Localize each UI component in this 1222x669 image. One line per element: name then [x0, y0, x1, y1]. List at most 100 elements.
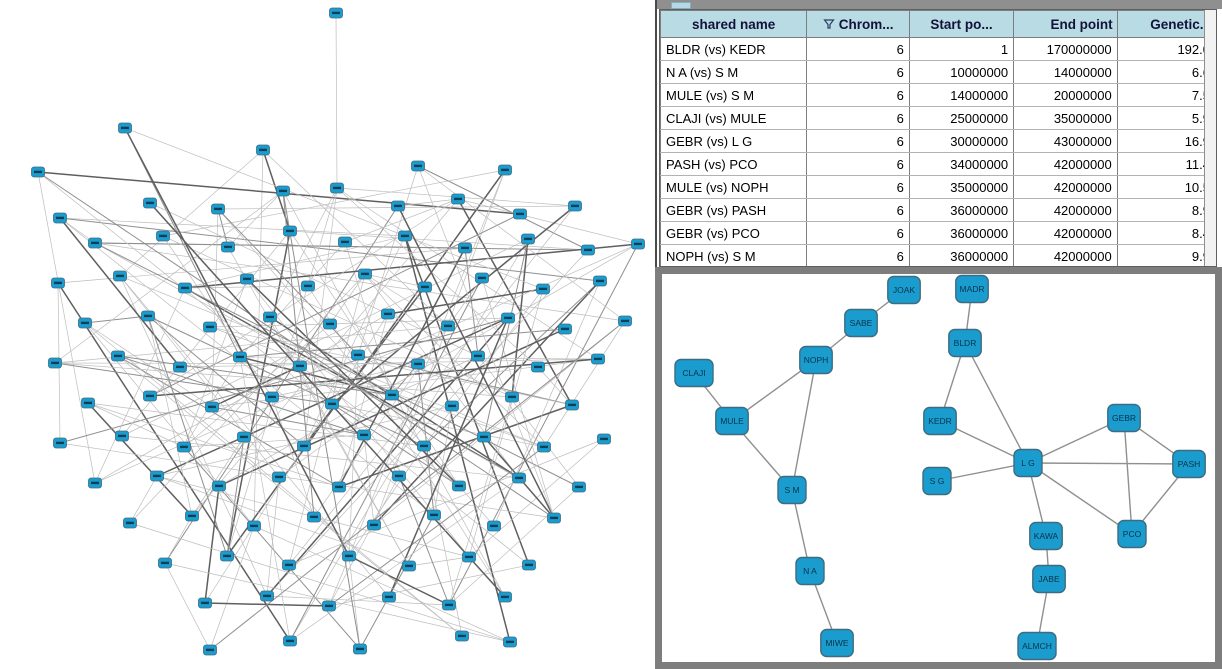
- table-cell[interactable]: 35000000: [908, 175, 1015, 199]
- node-kawa[interactable]: KAWA: [1029, 521, 1063, 551]
- network-node[interactable]: [265, 391, 279, 403]
- network-node[interactable]: [568, 200, 582, 212]
- column-header-3[interactable]: End point: [1013, 10, 1118, 38]
- network-node[interactable]: [113, 270, 127, 282]
- network-node[interactable]: [411, 358, 425, 370]
- network-node[interactable]: [358, 268, 372, 280]
- table-cell[interactable]: MULE (vs) NOPH: [660, 175, 808, 199]
- network-node[interactable]: [141, 310, 155, 322]
- network-node[interactable]: [322, 600, 336, 612]
- network-node[interactable]: [458, 242, 472, 254]
- node-gebr[interactable]: GEBR: [1107, 403, 1141, 433]
- network-node[interactable]: [143, 197, 157, 209]
- network-node[interactable]: [445, 400, 459, 412]
- network-node[interactable]: [338, 236, 352, 248]
- table-cell[interactable]: 6: [806, 83, 910, 107]
- network-node[interactable]: [156, 230, 170, 242]
- network-node[interactable]: [631, 238, 645, 250]
- network-node[interactable]: [547, 512, 561, 524]
- network-node[interactable]: [81, 397, 95, 409]
- table-cell[interactable]: 10.5: [1116, 175, 1216, 199]
- network-node[interactable]: [150, 470, 164, 482]
- network-node[interactable]: [441, 320, 455, 332]
- table-cell[interactable]: 6: [806, 244, 910, 266]
- filter-funnel-icon[interactable]: [822, 18, 835, 30]
- table-row[interactable]: CLAJI (vs) MULE 6 25000000 35000000 5.9: [660, 106, 1216, 130]
- network-node[interactable]: [418, 281, 432, 293]
- network-node[interactable]: [455, 630, 469, 642]
- network-node[interactable]: [471, 350, 485, 362]
- network-node[interactable]: [78, 317, 92, 329]
- network-node[interactable]: [597, 433, 611, 445]
- table-row[interactable]: MULE (vs) S M 6 14000000 20000000 7.5: [660, 83, 1216, 107]
- network-node[interactable]: [498, 164, 512, 176]
- table-cell[interactable]: 14000000: [1013, 60, 1118, 84]
- node-noph[interactable]: NOPH: [799, 345, 833, 375]
- network-node[interactable]: [88, 477, 102, 489]
- table-cell[interactable]: 36000000: [908, 244, 1015, 266]
- node-mule[interactable]: MULE: [715, 406, 749, 436]
- network-node[interactable]: [398, 230, 412, 242]
- network-node[interactable]: [31, 166, 45, 178]
- node-n-a[interactable]: N A: [795, 556, 825, 586]
- network-node[interactable]: [158, 557, 172, 569]
- table-cell[interactable]: 42000000: [1013, 221, 1118, 245]
- network-node[interactable]: [256, 144, 270, 156]
- network-node[interactable]: [427, 509, 441, 521]
- table-cell[interactable]: 6: [806, 175, 910, 199]
- network-node[interactable]: [198, 597, 212, 609]
- network-node[interactable]: [276, 185, 290, 197]
- network-node[interactable]: [220, 550, 234, 562]
- network-edge[interactable]: [1027, 462, 1190, 465]
- table-cell[interactable]: 36000000: [908, 198, 1015, 222]
- network-node[interactable]: [173, 361, 187, 373]
- table-cell[interactable]: BLDR (vs) KEDR: [660, 37, 808, 61]
- network-node[interactable]: [593, 275, 607, 287]
- network-node[interactable]: [332, 481, 346, 493]
- network-node[interactable]: [203, 644, 217, 656]
- column-header-0[interactable]: shared name: [660, 10, 808, 38]
- node-pash[interactable]: PASH: [1172, 449, 1206, 479]
- network-node[interactable]: [402, 560, 416, 572]
- table-cell[interactable]: 6: [806, 198, 910, 222]
- table-cell[interactable]: 11.4: [1116, 152, 1216, 176]
- network-node[interactable]: [351, 349, 365, 361]
- node-joak[interactable]: JOAK: [887, 275, 921, 305]
- network-node[interactable]: [307, 511, 321, 523]
- network-node[interactable]: [357, 429, 371, 441]
- table-cell[interactable]: 192.0: [1116, 37, 1216, 61]
- network-node[interactable]: [53, 212, 67, 224]
- node-claji[interactable]: CLAJI: [674, 358, 714, 388]
- table-cell[interactable]: 35000000: [1013, 106, 1118, 130]
- table-cell[interactable]: N A (vs) S M: [660, 60, 808, 84]
- network-edge[interactable]: [1027, 462, 1133, 535]
- network-node[interactable]: [211, 203, 225, 215]
- network-node[interactable]: [381, 308, 395, 320]
- table-cell[interactable]: 42000000: [1013, 175, 1118, 199]
- network-node[interactable]: [221, 241, 235, 253]
- table-cell[interactable]: 6: [806, 221, 910, 245]
- table-row[interactable]: GEBR (vs) PCO 6 36000000 42000000 8.4: [660, 221, 1216, 245]
- network-node[interactable]: [329, 7, 343, 19]
- network-node[interactable]: [118, 122, 132, 134]
- network-node[interactable]: [501, 312, 515, 324]
- network-edge[interactable]: [964, 342, 1029, 464]
- table-scrollbar[interactable]: [1204, 10, 1216, 266]
- network-node[interactable]: [282, 559, 296, 571]
- table-cell[interactable]: 6: [806, 37, 910, 61]
- network-node[interactable]: [297, 440, 311, 452]
- network-node[interactable]: [283, 635, 297, 647]
- network-node[interactable]: [385, 389, 399, 401]
- network-node[interactable]: [565, 399, 579, 411]
- table-cell[interactable]: GEBR (vs) PCO: [660, 221, 808, 245]
- network-node[interactable]: [51, 277, 65, 289]
- network-node[interactable]: [531, 361, 545, 373]
- network-node[interactable]: [233, 351, 247, 363]
- table-cell[interactable]: 34000000: [908, 152, 1015, 176]
- table-cell[interactable]: GEBR (vs) PASH: [660, 198, 808, 222]
- node-s-m[interactable]: S M: [777, 475, 807, 505]
- node-kedr[interactable]: KEDR: [923, 406, 957, 436]
- node-s-g[interactable]: S G: [922, 466, 952, 496]
- network-node[interactable]: [591, 353, 605, 365]
- column-header-1[interactable]: Chrom...: [806, 10, 910, 38]
